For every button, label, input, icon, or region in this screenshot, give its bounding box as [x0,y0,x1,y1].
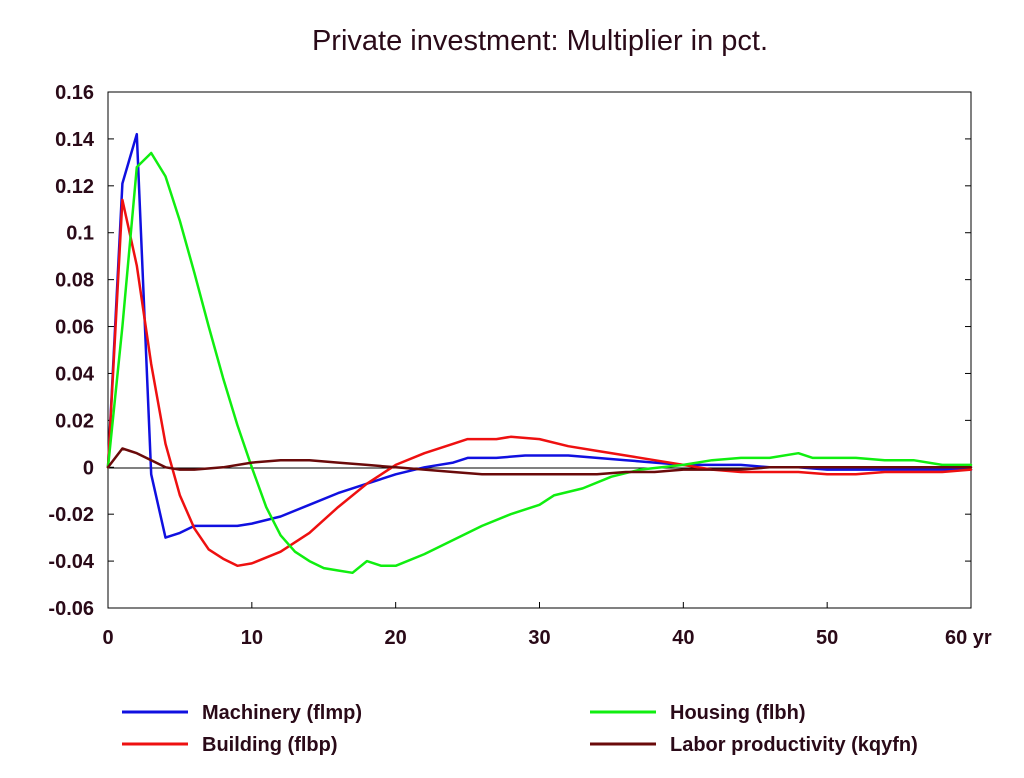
legend: Machinery (flmp) Housing (flbh) Building (… [122,702,918,756]
x-axis: 0 10 20 30 40 50 60 yr [102,602,992,649]
series-line-0 [106,132,973,539]
y-tick-label: 0.06 [55,317,94,339]
y-tick-label: 0.1 [66,223,94,245]
x-tick-label: 60 yr [945,627,992,649]
y-tick-label: -0.04 [48,551,94,573]
y-axis: 0.16 0.14 0.12 0.1 0.08 0.06 0.04 0.02 0 -0.02 -0.… [48,82,971,620]
x-tick-label: 40 [672,627,694,649]
x-tick-label: 20 [385,627,407,649]
plot-frame [107,91,972,609]
y-tick-label: -0.06 [48,598,94,620]
x-tick-label: 50 [816,627,838,649]
x-tick-label: 10 [241,627,263,649]
x-tick-label: 30 [528,627,550,649]
legend-label: Housing (flbh) [670,702,806,724]
y-tick-label: 0 [83,457,94,479]
y-tick-label: 0.04 [55,363,95,385]
series-line-2 [106,151,973,575]
y-tick-label: 0.14 [55,129,95,151]
y-tick-label: 0.08 [55,270,94,292]
y-tick-label: -0.02 [48,504,94,526]
y-tick-label: 0.02 [55,410,94,432]
series-line-1 [106,198,973,568]
series-line-3 [106,447,973,476]
legend-label: Building (flbp) [202,734,338,756]
x-tick-label: 0 [102,627,113,649]
chart-title: Private investment: Multiplier in pct. [312,25,768,57]
legend-label: Machinery (flmp) [202,702,362,724]
y-tick-label: 0.12 [55,176,94,198]
series-layer [106,132,973,575]
y-tick-label: 0.16 [55,82,94,104]
legend-label: Labor productivity (kqyfn) [670,734,918,756]
